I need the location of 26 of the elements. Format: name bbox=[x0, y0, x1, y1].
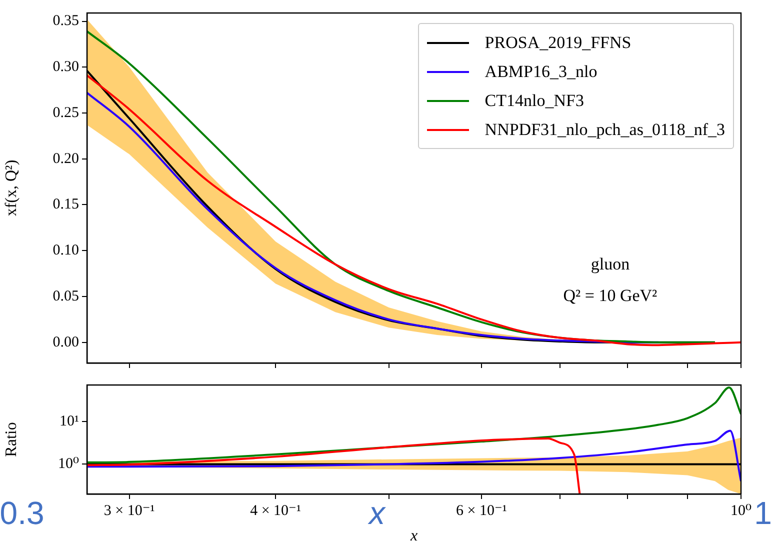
text: 0.3 bbox=[0, 494, 44, 531]
x-tick-label: 4 × 10⁻¹ bbox=[250, 502, 301, 519]
text: 1 bbox=[754, 494, 772, 531]
annotation: gluon bbox=[590, 254, 630, 274]
y-axis-title: xf(x, Q²) bbox=[2, 160, 20, 216]
x-tick-label: 6 × 10⁻¹ bbox=[456, 502, 507, 519]
y-tick-label: 10¹ bbox=[60, 413, 79, 430]
legend-label: NNPDF31_nlo_pch_as_0118_nf_3 bbox=[484, 120, 725, 140]
y-axis-title: Ratio bbox=[2, 422, 20, 457]
x-tick-label: 3 × 10⁻¹ bbox=[104, 502, 155, 519]
annotation: Q² = 10 GeV² bbox=[563, 286, 658, 305]
y-tick-label: 0.15 bbox=[52, 196, 79, 213]
y-tick-label: 0.10 bbox=[52, 242, 79, 259]
legend-label: PROSA_2019_FFNS bbox=[484, 32, 632, 52]
text: x bbox=[367, 494, 386, 531]
x-axis-title: x bbox=[409, 528, 418, 545]
y-tick-label: 0.05 bbox=[52, 288, 79, 304]
y-tick-label: 0.20 bbox=[52, 150, 79, 167]
legend-label: CT14nlo_NF3 bbox=[484, 90, 584, 110]
y-tick-label: 0.35 bbox=[52, 13, 79, 30]
y-tick-label: 10⁰ bbox=[58, 456, 79, 472]
x-tick-label: 10⁰ bbox=[730, 502, 752, 519]
y-tick-label: 0.00 bbox=[52, 334, 79, 350]
y-tick-label: 0.30 bbox=[52, 59, 79, 76]
legend-label: ABMP16_3_nlo bbox=[484, 62, 598, 82]
y-tick-label: 0.25 bbox=[52, 104, 79, 121]
